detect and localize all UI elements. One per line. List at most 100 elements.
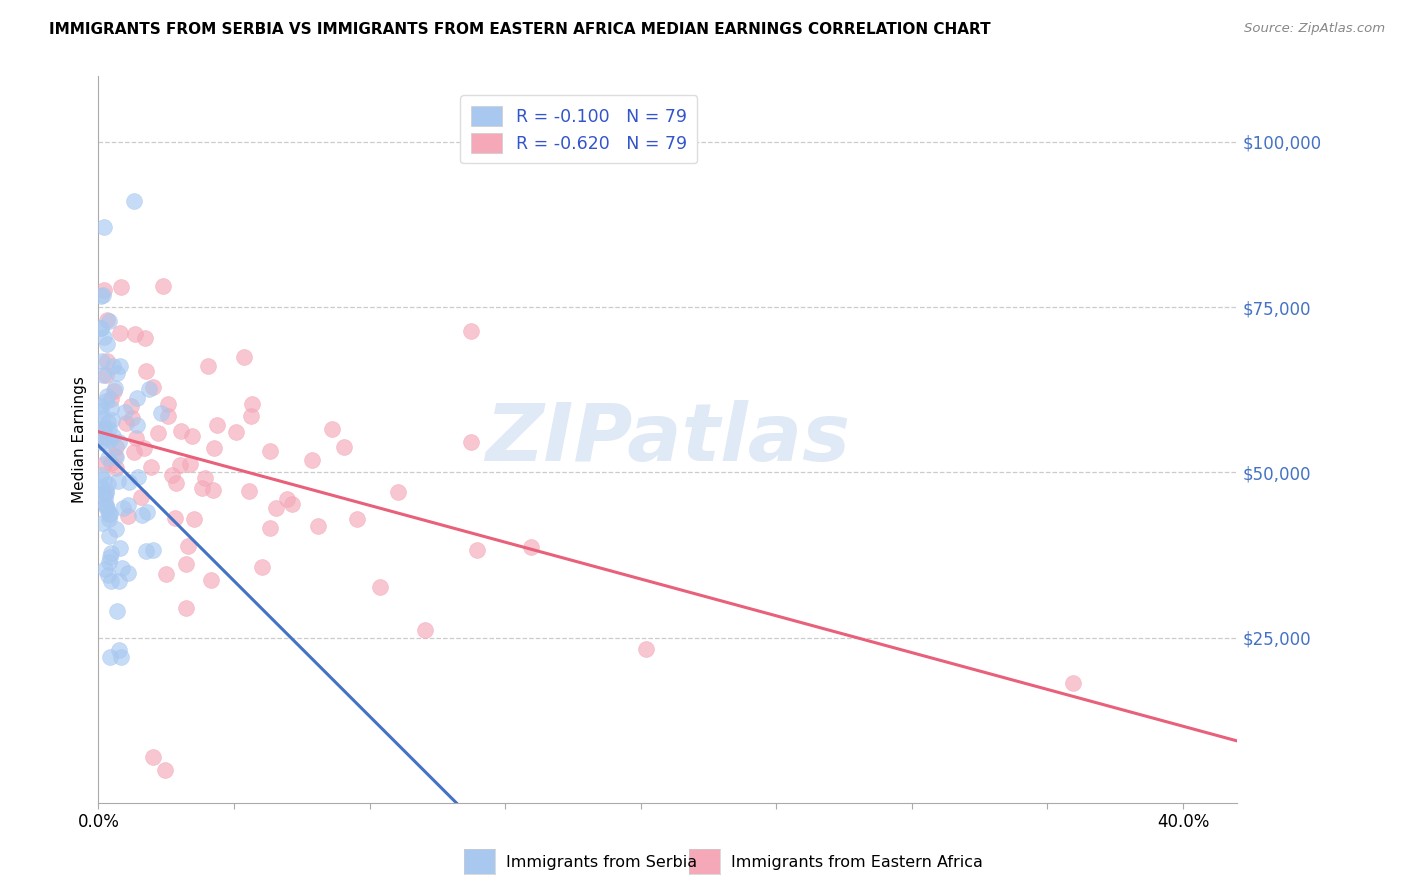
Point: [93, 487, 115, 501]
Point: [259, 443, 281, 458]
Point: [93, 430, 115, 444]
Point: [125, 418, 148, 433]
Point: [121, 411, 143, 425]
Point: [103, 384, 125, 399]
Point: [118, 475, 141, 490]
Y-axis label: Median Earnings: Median Earnings: [72, 376, 87, 503]
Point: [142, 379, 165, 393]
Point: [460, 435, 482, 450]
Point: [94, 499, 117, 513]
Point: [176, 600, 198, 615]
Point: [180, 428, 202, 442]
Point: [142, 543, 165, 558]
Point: [104, 460, 127, 475]
Point: [122, 444, 145, 458]
Point: [149, 406, 172, 420]
Point: [131, 508, 153, 522]
Point: [90, 468, 112, 483]
Point: [96, 337, 118, 351]
Point: [240, 397, 263, 411]
Point: [96, 312, 118, 326]
Point: [98, 556, 121, 570]
Point: [105, 440, 128, 454]
Point: [138, 383, 160, 397]
Point: [97, 567, 120, 582]
Point: [134, 441, 156, 455]
Point: [93, 430, 115, 444]
Point: [104, 449, 127, 463]
Point: [259, 521, 281, 535]
Point: [114, 416, 136, 430]
Point: [1062, 676, 1084, 690]
Point: [117, 498, 139, 512]
Point: [152, 279, 174, 293]
Point: [120, 399, 142, 413]
Point: [108, 326, 131, 340]
Point: [135, 364, 157, 378]
Point: [96, 502, 118, 516]
Text: ZIPatlas: ZIPatlas: [485, 401, 851, 478]
Point: [301, 452, 323, 467]
Point: [101, 413, 124, 427]
Point: [460, 325, 482, 339]
Point: [93, 458, 115, 472]
Point: [91, 368, 114, 382]
Point: [183, 512, 205, 526]
Point: [108, 642, 131, 657]
Point: [165, 476, 187, 491]
Point: [100, 392, 122, 406]
Point: [100, 549, 122, 564]
Point: [110, 650, 132, 665]
Point: [93, 284, 115, 298]
Point: [94, 393, 117, 408]
Point: [264, 501, 287, 516]
Point: [202, 483, 225, 497]
Point: [333, 440, 356, 454]
Point: [105, 366, 128, 380]
Point: [127, 392, 149, 406]
Point: [162, 468, 184, 483]
Point: [100, 507, 122, 521]
Point: [239, 409, 262, 423]
Point: [98, 433, 121, 447]
Point: [93, 474, 115, 488]
Point: [174, 557, 197, 571]
Point: [90, 321, 112, 335]
Point: [93, 421, 115, 435]
Point: [100, 546, 122, 560]
Point: [93, 330, 115, 344]
Point: [465, 543, 488, 558]
Point: [91, 516, 114, 531]
Point: [90, 321, 112, 335]
Point: [94, 483, 117, 498]
Point: [124, 326, 146, 341]
Point: [101, 429, 124, 443]
Point: [97, 314, 120, 328]
Point: [94, 491, 117, 505]
Point: [110, 359, 132, 373]
Point: [122, 194, 145, 209]
Point: [170, 424, 193, 438]
Point: [307, 519, 329, 533]
Point: [110, 541, 132, 555]
Point: [110, 280, 132, 294]
Point: [97, 476, 120, 491]
Point: [96, 486, 118, 500]
Text: Source: ZipAtlas.com: Source: ZipAtlas.com: [1244, 22, 1385, 36]
Point: [413, 623, 436, 637]
Point: [96, 354, 118, 368]
Point: [104, 381, 127, 395]
Point: [127, 470, 149, 484]
Point: [93, 420, 115, 434]
Point: [104, 522, 127, 536]
Point: [156, 409, 179, 424]
Point: [321, 422, 343, 436]
Point: [108, 574, 131, 588]
Point: [117, 566, 139, 580]
Point: [100, 401, 122, 415]
Point: [91, 353, 114, 368]
Point: [202, 441, 225, 455]
Point: [155, 763, 177, 777]
Point: [636, 641, 658, 656]
Point: [155, 566, 177, 581]
